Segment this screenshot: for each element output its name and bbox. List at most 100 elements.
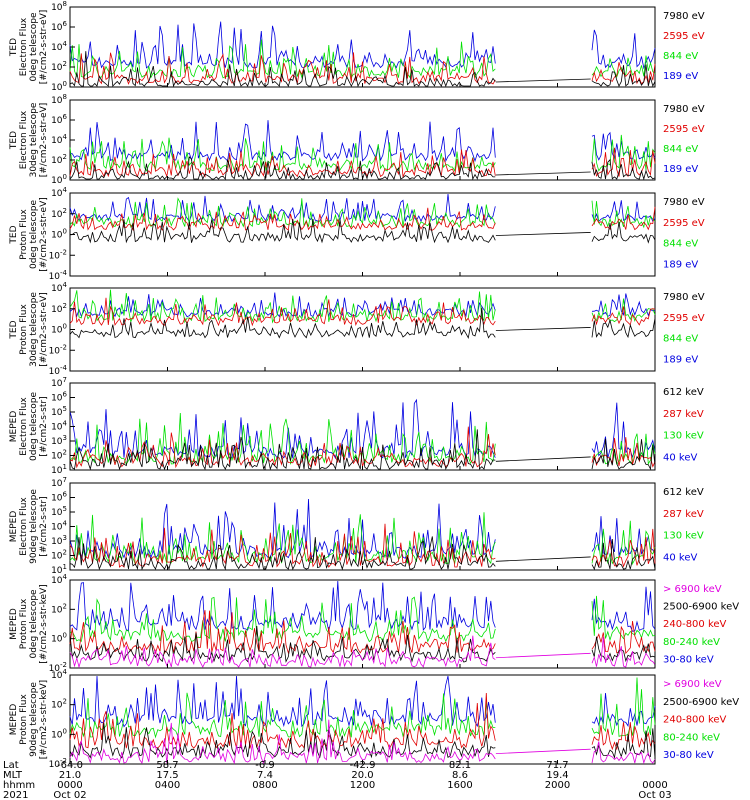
ylabel-line: [#/cm2-s-str-eV]: [39, 197, 49, 272]
panel-5-gap-line: [495, 456, 591, 462]
panel-3-series-3: [69, 218, 656, 244]
legend-entry: 7980 eV: [663, 104, 705, 115]
ylabel-line: MEPED: [9, 511, 19, 543]
x-col-lat: -6.9: [255, 760, 275, 771]
x-col-mlt: 8.6: [452, 770, 468, 781]
panel-8-series-3: [69, 722, 656, 760]
ylabel-line: TED: [9, 131, 19, 150]
legend-entry: 2595 eV: [663, 124, 705, 135]
ytick-label: 102: [51, 602, 67, 615]
panel-1-gap-line: [495, 78, 591, 83]
ylabel-line: 0deg telescope: [29, 589, 39, 659]
ytick-label: 102: [51, 698, 67, 711]
ytick-label: 104: [51, 420, 67, 433]
ylabel-line: Proton Flux: [19, 598, 29, 649]
ylabel-line: Proton Flux: [19, 304, 29, 355]
panel-5-series-2: [69, 426, 656, 469]
legend-entry: 130 keV: [663, 531, 704, 542]
legend-entry: 612 keV: [663, 487, 704, 498]
panel-4-series-2: [69, 297, 656, 327]
legend-entry: 30-80 keV: [663, 654, 714, 665]
panel-8-series-4: [69, 719, 656, 765]
panel-2-series-1: [69, 134, 656, 173]
ylabel-line: 30deg telescope: [29, 102, 39, 177]
panel-3-series-0: [69, 193, 656, 223]
x-col-date: Oct 02: [53, 790, 86, 800]
panel-frame: [69, 192, 656, 277]
x-row-label: hhmm: [3, 780, 35, 791]
x-col-lat: 82.1: [449, 760, 471, 771]
ylabel-line: [#/cm2-s-str-keV]: [39, 584, 49, 663]
panel-8-gap-line: [495, 748, 591, 755]
x-col-hhmm: 1200: [350, 780, 375, 791]
ytick-label: 100: [51, 228, 67, 241]
ytick-label: 100: [51, 727, 67, 740]
legend-entry: 844 eV: [663, 334, 698, 345]
ytick-label: 104: [51, 186, 67, 199]
panel-1-series-2: [69, 52, 656, 85]
ytick-label: 10-4: [49, 364, 68, 377]
x-col-mlt: 19.4: [546, 770, 568, 781]
panel-6-series-3: [69, 536, 656, 571]
panel-8: 10-2 100 102 104 MEPED Proton Flux 90deg teles…: [9, 668, 739, 770]
ylabel-line: [#/cm2-s-str-eV]: [39, 103, 49, 178]
panel-7: 10-2 100 102 104 MEPED Proton Flux 0deg telesc…: [9, 573, 739, 674]
panel-2-series-2: [69, 147, 656, 179]
legend-entry: 189 eV: [663, 164, 698, 175]
x-col-lat: -64.0: [57, 760, 83, 771]
legend-entry: 844 eV: [663, 51, 698, 62]
ytick-label: 104: [51, 40, 67, 53]
ytick-label: 102: [51, 60, 67, 73]
legend-entry: 287 keV: [663, 509, 704, 520]
panel-7-series-1: [69, 595, 656, 643]
ytick-label: 106: [51, 391, 67, 404]
x-row-label: 2021: [3, 790, 28, 800]
ytick-label: 103: [51, 434, 67, 447]
legend-entry: 80-240 keV: [663, 732, 720, 743]
ytick-label: 105: [51, 405, 67, 418]
ytick-label: 103: [51, 534, 67, 547]
ytick-label: 102: [51, 153, 67, 166]
ytick-label: 10-2: [49, 248, 67, 261]
panel-8-series-2: [69, 692, 656, 751]
ylabel-line: Electron Flux: [19, 17, 29, 76]
panel-7-gap-line: [495, 652, 591, 659]
ytick-label: 108: [51, 0, 67, 13]
x-col-date: Oct 03: [638, 790, 671, 800]
x-col-lat: -42.9: [350, 760, 376, 771]
panel-8-series-0: [69, 675, 656, 728]
ylabel-line: 90deg telescope: [29, 489, 39, 564]
panel-3-gap-line: [495, 232, 591, 236]
legend-entry: 130 keV: [663, 431, 704, 442]
panel-1: 100 102 104 106 108 TED Electron Flux 0deg tele…: [9, 0, 705, 93]
legend-entry: 240-800 keV: [663, 619, 727, 630]
ylabel-line: Electron Flux: [19, 497, 29, 556]
ylabel-line: Proton Flux: [19, 209, 29, 260]
legend-entry: 7980 eV: [663, 197, 705, 208]
ylabel-line: TED: [9, 225, 19, 244]
ylabel-line: MEPED: [9, 411, 19, 443]
ylabel-line: [#/cm2-s-str-eV]: [39, 292, 49, 367]
ytick-label: 104: [51, 573, 67, 586]
legend-entry: 189 eV: [663, 71, 698, 82]
ylabel-line: Electron Flux: [19, 397, 29, 456]
panel-6-series-0: [69, 498, 656, 560]
panel-8-series-1: [69, 677, 656, 739]
panel-4-gap-line: [495, 327, 591, 331]
panel-4-series-1: [69, 289, 656, 324]
panel-7-series-0: [69, 580, 656, 632]
ytick-label: 104: [51, 520, 67, 533]
legend-entry: 612 keV: [663, 387, 704, 398]
ytick-label: 102: [51, 207, 67, 220]
ytick-label: 100: [51, 80, 67, 93]
legend-entry: > 6900 keV: [663, 679, 722, 690]
ylabel-line: MEPED: [9, 704, 19, 736]
x-col-hhmm: 1600: [447, 780, 472, 791]
ylabel-line: TED: [9, 320, 19, 339]
x-col-mlt: 21.0: [59, 770, 81, 781]
x-col-hhmm: 0000: [57, 780, 82, 791]
x-col-hhmm: 0400: [155, 780, 180, 791]
panel-4-series-3: [69, 307, 656, 339]
